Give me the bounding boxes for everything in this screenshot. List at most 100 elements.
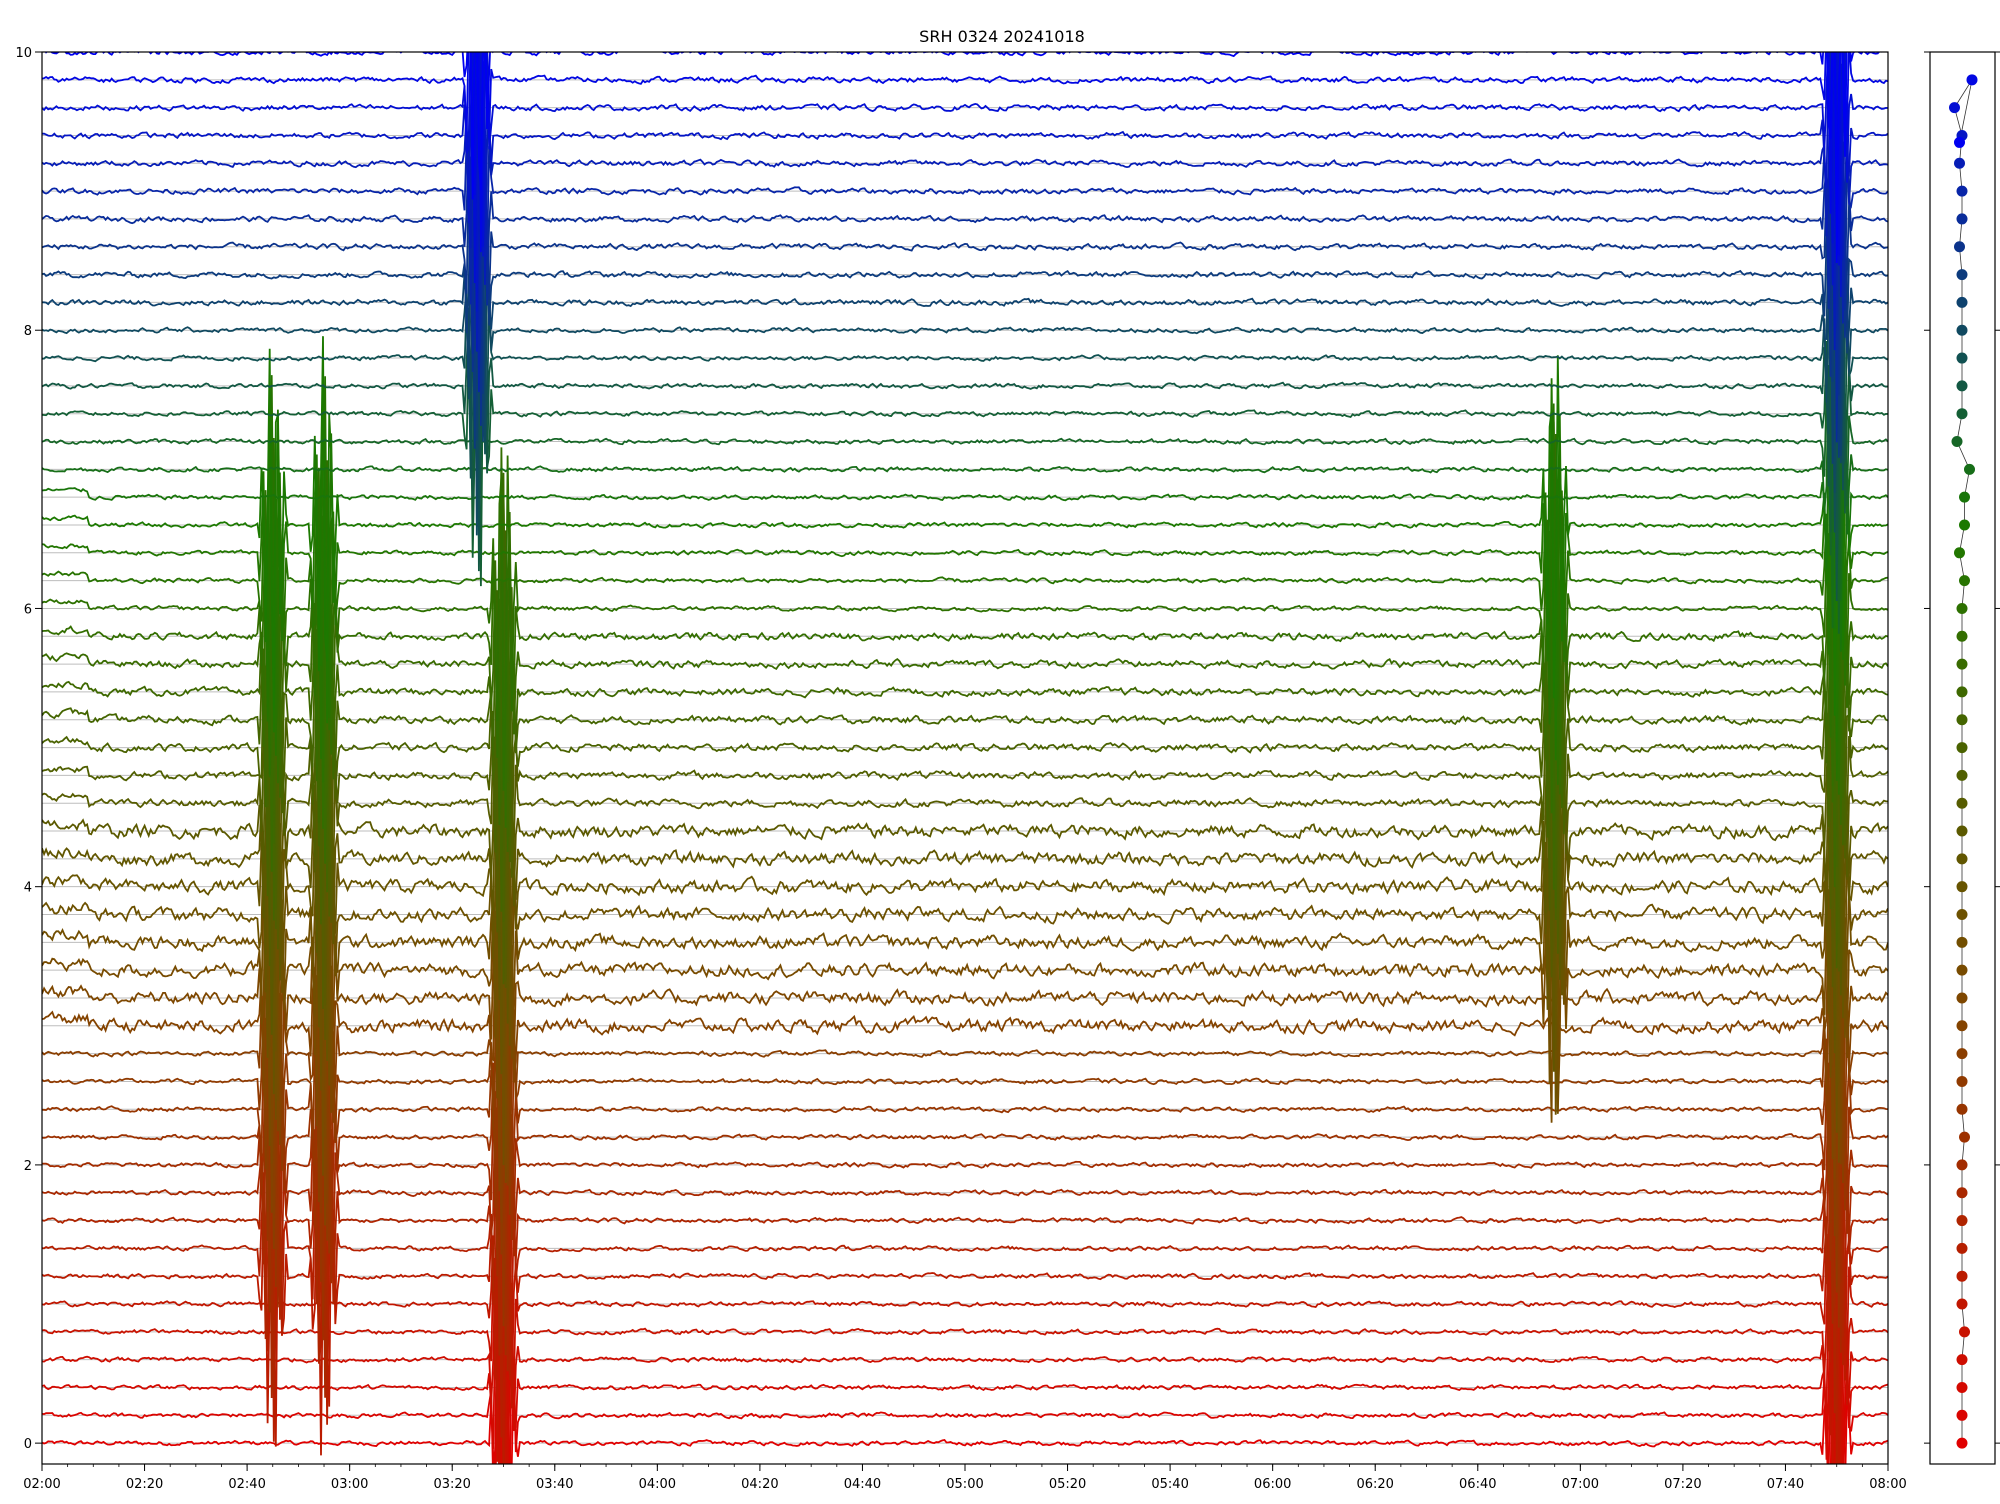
side-point (1954, 547, 1965, 559)
side-point (1956, 1103, 1968, 1115)
x-tick-label: 07:20 (1664, 1477, 1701, 1492)
x-tick-label: 06:00 (1254, 1477, 1291, 1492)
x-tick-label: 06:40 (1459, 1477, 1496, 1492)
trace-line (41, 548, 1889, 969)
y-tick-label: 4 (24, 881, 32, 896)
side-point (1956, 1048, 1968, 1060)
trace-line (41, 316, 1889, 652)
trace-line (41, 1032, 1889, 1414)
side-point (1949, 102, 1960, 114)
trace-line (41, 151, 1889, 536)
y-tick-label: 0 (24, 1437, 32, 1452)
trace-line (41, 1232, 1889, 1495)
side-point (1956, 658, 1968, 670)
trace-line (41, 333, 1889, 716)
trace-line (41, 594, 1888, 1009)
trace-line (41, 893, 1889, 1287)
trace-line (41, 62, 1889, 443)
trace-line (42, 973, 1889, 1356)
trace-line (41, 736, 1889, 1166)
trace-line (41, 413, 1889, 795)
plot-right-mask (1888, 52, 1910, 1464)
side-point (1951, 436, 1963, 448)
trace-line (41, 1178, 1889, 1492)
axes-layer: 02:00 02:20 02:40 03:00 03:20 03:40 04:00 04:20… (0, 0, 1910, 1500)
side-point (1956, 1215, 1968, 1227)
x-tick-label: 07:40 (1767, 1477, 1804, 1492)
side-point (1956, 213, 1968, 225)
trace-line (41, 24, 1889, 352)
traces-layer (41, 23, 1889, 1495)
trace-line (41, 84, 1889, 458)
trace-line (41, 1068, 1889, 1489)
side-point (1956, 352, 1968, 364)
x-tick-label: 08:00 (1869, 1477, 1906, 1492)
side-point (1956, 602, 1968, 614)
y-tick-label: 6 (24, 602, 32, 617)
side-frame (1929, 51, 1996, 1465)
side-point (1956, 1437, 1968, 1449)
side-point (1959, 519, 1970, 531)
trace-line (41, 769, 1889, 1176)
trace-line (41, 223, 1889, 602)
x-tick-label: 04:20 (741, 1477, 778, 1492)
trace-line (41, 681, 1889, 1095)
trace-line (41, 263, 1889, 629)
side-point (1956, 964, 1968, 976)
trace-line (41, 453, 1889, 872)
y-tick-label: 2 (24, 1159, 32, 1174)
trace-line (41, 433, 1889, 829)
x-tick-label: 03:20 (433, 1477, 470, 1492)
x-tick-label: 03:00 (331, 1477, 368, 1492)
trace-line (41, 515, 1889, 921)
side-point (1959, 491, 1970, 503)
chart-title: SRH 0324 20241018 (919, 27, 1085, 46)
trace-line (42, 900, 1889, 1327)
trace-line (41, 257, 1889, 634)
side-point (1956, 769, 1968, 781)
side-point (1959, 1326, 1970, 1338)
plot-top-mask (0, 0, 1910, 52)
side-point (1956, 1242, 1968, 1254)
side-point (1956, 686, 1968, 698)
y-tick-label: 8 (24, 324, 32, 339)
side-point (1956, 909, 1968, 921)
side-point (1956, 324, 1968, 336)
trace-line (41, 24, 1889, 393)
side-point (1956, 797, 1968, 809)
side-point (1956, 1354, 1968, 1366)
side-point (1956, 408, 1968, 420)
side-point (1956, 1409, 1968, 1421)
x-tick-label: 02:00 (23, 1477, 60, 1492)
trace-line (41, 1285, 1889, 1495)
side-point (1956, 380, 1968, 392)
trace-line (41, 776, 1889, 1184)
trace-line (41, 204, 1889, 587)
plot-left-mask (0, 52, 42, 1464)
side-point (1956, 1159, 1968, 1171)
trace-line (41, 986, 1889, 1399)
trace-line (42, 81, 1889, 464)
trace-line (41, 608, 1889, 1035)
side-point (1956, 1075, 1968, 1087)
x-tick-label: 07:00 (1562, 1477, 1599, 1492)
trace-line (41, 853, 1889, 1250)
trace-line (41, 46, 1889, 426)
trace-line (41, 571, 1889, 985)
side-point (1956, 825, 1968, 837)
side-point (1956, 1020, 1968, 1032)
plot-bottom-mask (0, 1464, 1910, 1500)
trace-line (41, 734, 1889, 1133)
x-tick-label: 05:00 (946, 1477, 983, 1492)
trace-line (41, 1113, 1889, 1492)
x-tick-label: 05:20 (1049, 1477, 1086, 1492)
trace-line (41, 1055, 1889, 1442)
x-tick-label: 02:20 (126, 1477, 163, 1492)
trace-line (41, 23, 1889, 256)
side-point (1956, 992, 1968, 1004)
trace-line (41, 811, 1889, 1226)
side-point (1956, 630, 1968, 642)
trace-line (41, 1141, 1889, 1492)
side-point (1956, 742, 1968, 754)
